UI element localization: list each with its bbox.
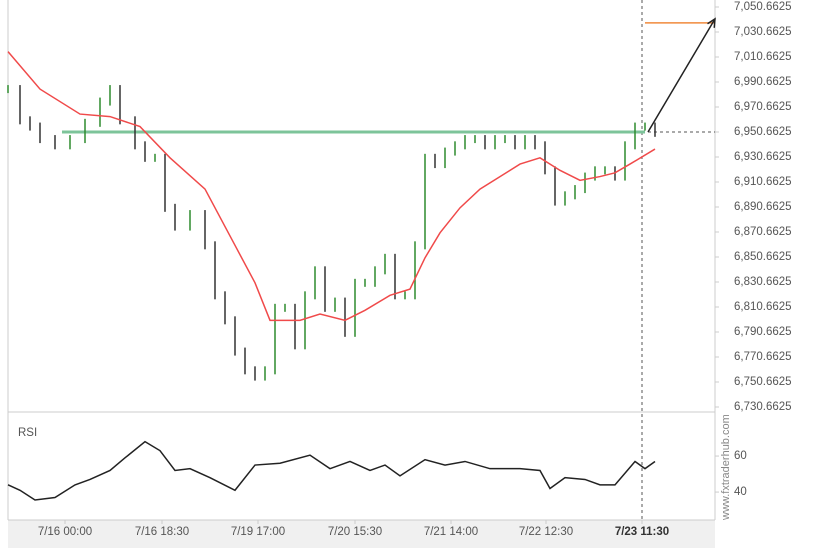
- y-tick-label: 6,950.6625: [734, 126, 792, 138]
- forecast-arrow: [647, 18, 716, 133]
- y-tick-label: 6,770.6625: [734, 351, 792, 363]
- y-tick-label: 7,010.6625: [734, 51, 792, 63]
- y-tick-label: 6,830.6625: [734, 276, 792, 288]
- y-tick-label: 6,750.6625: [734, 376, 792, 388]
- x-tick-label: 7/19 17:00: [231, 526, 285, 538]
- y-tick-label: 6,990.6625: [734, 76, 792, 88]
- rsi-tick-label: 40: [734, 486, 747, 498]
- y-tick-label: 7,030.6625: [734, 26, 792, 38]
- rsi-label: RSI: [18, 427, 37, 439]
- y-tick-label: 6,910.6625: [734, 176, 792, 188]
- x-axis-strip: [8, 520, 715, 548]
- watermark: www.fxtraderhub.com: [720, 414, 732, 521]
- y-tick-label: 7,050.6625: [734, 1, 792, 13]
- x-tick-label: 7/21 14:00: [424, 526, 478, 538]
- y-tick-label: 6,930.6625: [734, 151, 792, 163]
- x-tick-label: 7/16 00:00: [38, 526, 92, 538]
- x-tick-label: 7/16 18:30: [135, 526, 189, 538]
- x-tick-label: 7/23 11:30: [615, 526, 669, 538]
- y-tick-label: 6,790.6625: [734, 326, 792, 338]
- rsi-tick-label: 60: [734, 450, 747, 462]
- rsi-line: [7, 440, 656, 501]
- y-tick-label: 6,970.6625: [734, 101, 792, 113]
- moving-average: [7, 51, 656, 322]
- x-tick-label: 7/22 12:30: [519, 526, 573, 538]
- y-tick-label: 6,810.6625: [734, 301, 792, 313]
- y-tick-label: 6,870.6625: [734, 226, 792, 238]
- y-tick-label: 6,730.6625: [734, 401, 792, 413]
- x-tick-label: 7/20 15:30: [328, 526, 382, 538]
- arrow-head: [707, 17, 716, 28]
- y-tick-label: 6,890.6625: [734, 201, 792, 213]
- y-tick-label: 6,850.6625: [734, 251, 792, 263]
